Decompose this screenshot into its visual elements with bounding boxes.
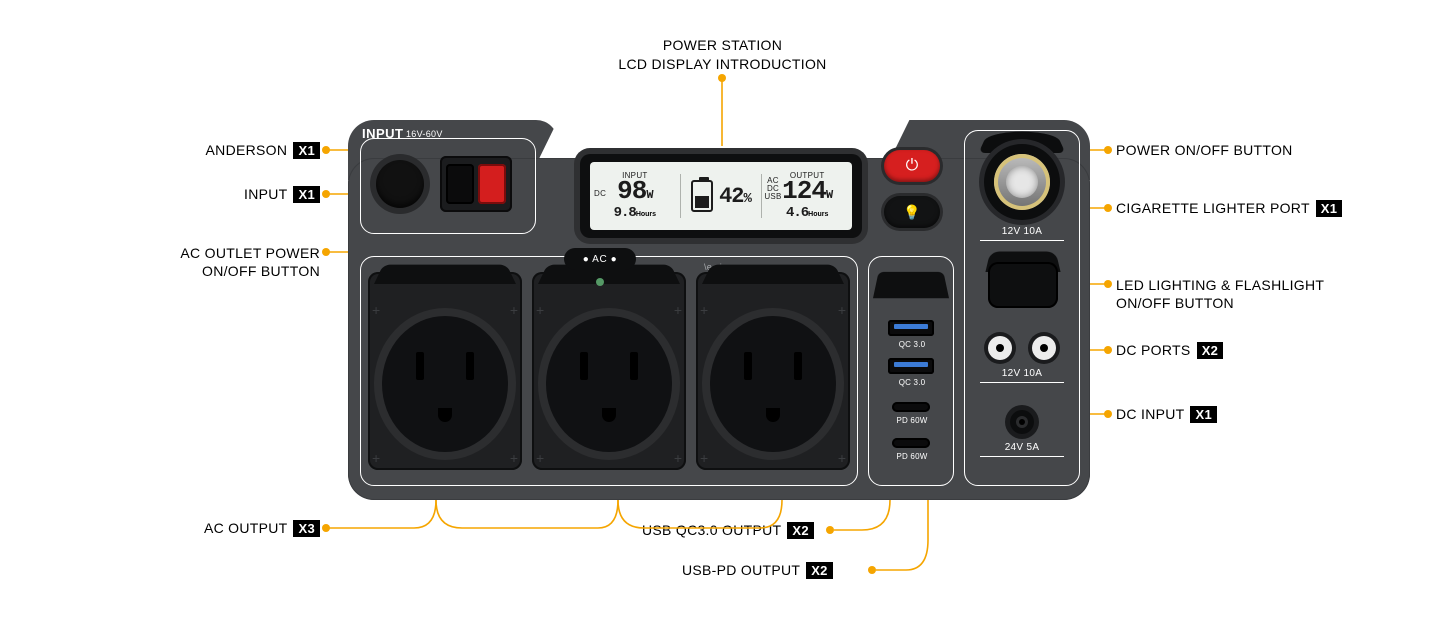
bulb-icon: 💡 <box>903 204 920 221</box>
battery-icon <box>691 180 713 212</box>
callout-usb-qc: USB QC3.0 OUTPUT X2 <box>642 522 814 539</box>
power-icon: ⏻ <box>906 157 919 175</box>
callout-input: INPUT X1 <box>0 186 320 203</box>
callout-led: LED LIGHTING & FLASHLIGHT ON/OFF BUTTON <box>1116 276 1324 312</box>
flashlight-button[interactable]: 💡 <box>884 196 940 228</box>
lcd-display: DC INPUT 98W 9.8Hours 42% ACDCUSB OUTPUT… <box>580 154 862 238</box>
dc-ports-label: 12V 10A <box>964 368 1080 379</box>
cigarette-lighter-port[interactable] <box>984 144 1060 220</box>
dc-input-port[interactable] <box>1010 410 1034 434</box>
title-l2: LCD DISPLAY INTRODUCTION <box>618 56 826 72</box>
callout-dc-ports: DC PORTS X2 <box>1116 342 1223 359</box>
lcd-input-col: DC INPUT 98W 9.8Hours <box>590 171 680 221</box>
usb-qc-port-1[interactable] <box>888 320 934 336</box>
title-l1: POWER STATION <box>663 37 782 53</box>
ac-outlet-3[interactable]: ++ ++ <box>696 272 850 470</box>
usb-pd-label-2: PD 60W <box>884 452 940 461</box>
lcd-output-col: ACDCUSB OUTPUT 124W 4.6Hours <box>762 171 852 221</box>
usb-cover <box>873 272 949 298</box>
ac-outlet-2[interactable]: ++ ++ <box>532 272 686 470</box>
callout-anderson: ANDERSON X1 <box>0 142 320 159</box>
callout-cig: CIGARETTE LIGHTER PORT X1 <box>1116 200 1342 217</box>
usb-pd-port-2[interactable] <box>892 438 930 448</box>
callout-power-btn: POWER ON/OFF BUTTON <box>1116 142 1293 158</box>
flashlight-cover[interactable] <box>988 262 1058 308</box>
dc-port-2[interactable] <box>1032 336 1056 360</box>
usb-pd-label-1: PD 60W <box>884 416 940 425</box>
ac-outlet-1[interactable]: ++ ++ <box>368 272 522 470</box>
usb-qc-label-2: QC 3.0 <box>884 378 940 387</box>
power-button[interactable]: ⏻ <box>884 150 940 182</box>
callout-ac-button: AC OUTLET POWER ON/OFF BUTTON <box>0 244 320 280</box>
callout-ac-output: AC OUTPUT X3 <box>0 520 320 537</box>
ac-led <box>596 278 604 286</box>
usb-pd-port-1[interactable] <box>892 402 930 412</box>
anderson-red <box>478 164 506 204</box>
lcd-battery-col: 42% <box>681 180 762 212</box>
ac-power-button[interactable]: ● AC ● <box>564 248 636 270</box>
dc-input-jack[interactable] <box>376 160 424 208</box>
dc-port-1[interactable] <box>988 336 1012 360</box>
diagram-title: POWER STATION LCD DISPLAY INTRODUCTION <box>618 36 826 74</box>
anderson-port[interactable] <box>440 156 512 212</box>
anderson-black <box>446 164 474 204</box>
callout-dc-input: DC INPUT X1 <box>1116 406 1217 423</box>
cig-label: 12V 10A <box>964 226 1080 237</box>
power-station-panel: INPUT 16V-60V DC INPUT 98W 9.8Hours 42% … <box>348 120 1090 500</box>
usb-qc-port-2[interactable] <box>888 358 934 374</box>
dc-input-label: 24V 5A <box>964 442 1080 453</box>
callout-usb-pd: USB-PD OUTPUT X2 <box>682 562 833 579</box>
usb-qc-label-1: QC 3.0 <box>884 340 940 349</box>
